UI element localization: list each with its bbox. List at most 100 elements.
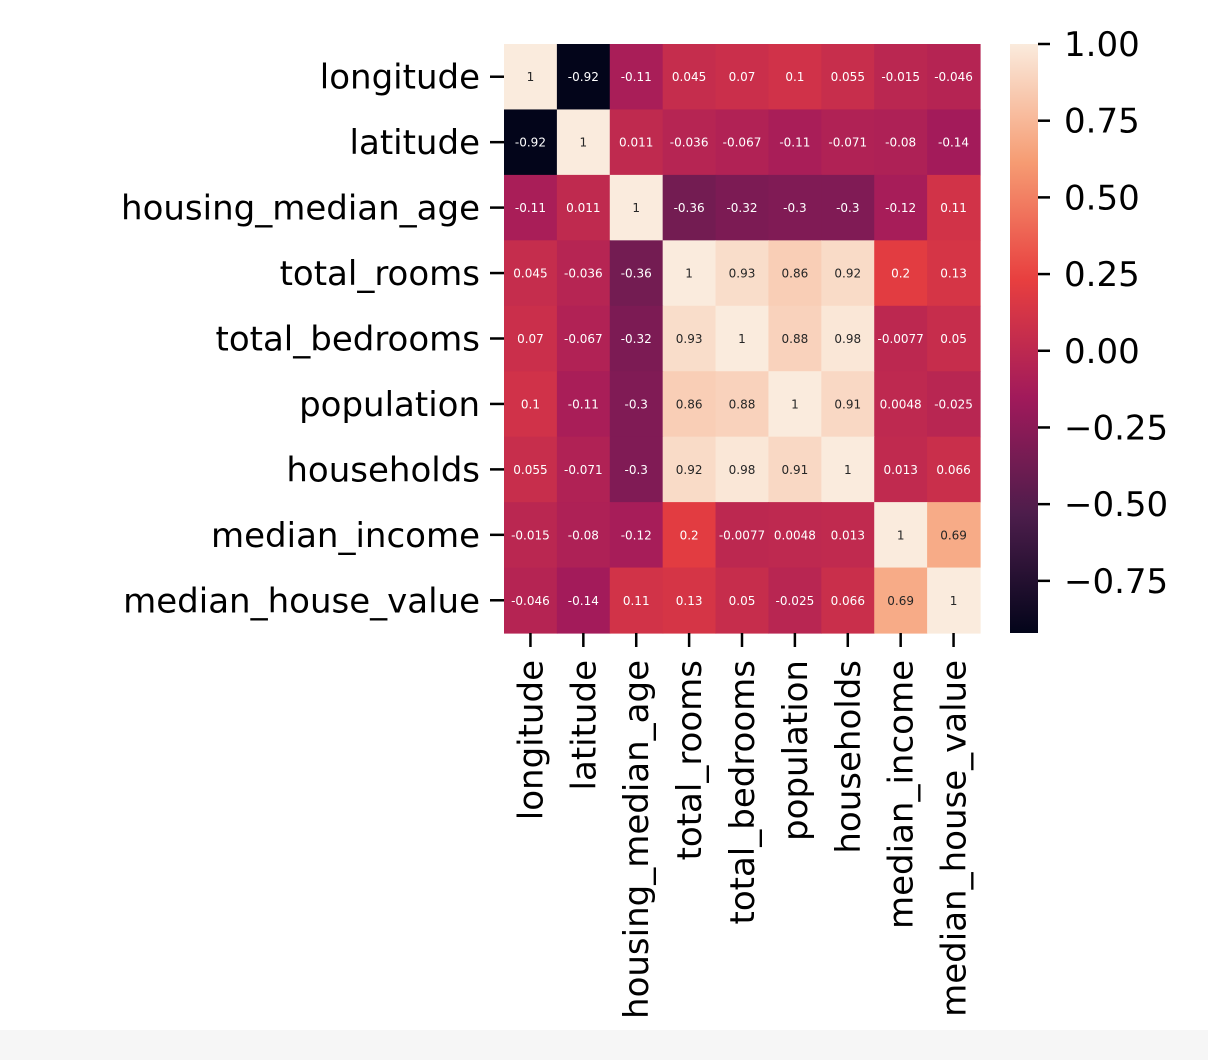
cell-annotation: 0.69	[887, 594, 914, 608]
heatmap-cell	[768, 174, 822, 241]
heatmap-cell	[874, 174, 928, 241]
y-tick-label: households	[286, 450, 480, 490]
heatmap-cell	[504, 44, 558, 111]
cell-annotation: -0.071	[564, 463, 603, 477]
heatmap-cell	[821, 109, 875, 176]
heatmap-cell	[662, 44, 717, 111]
heatmap-cell	[556, 44, 611, 111]
cell-annotation: 0.011	[619, 136, 653, 150]
colorbar-gradient	[1010, 44, 1038, 633]
colorbar-tick-label: 0.75	[1064, 102, 1140, 142]
y-tick-label: population	[299, 385, 480, 425]
heatmap-cell	[662, 436, 717, 503]
colorbar-tick-label: 0.25	[1064, 255, 1140, 295]
heatmap-cell	[927, 109, 981, 176]
colorbar-tick-label: −0.25	[1064, 408, 1168, 448]
cell-annotation: 0.98	[834, 332, 861, 346]
cell-annotation: -0.036	[564, 267, 603, 281]
axis-ticks	[490, 75, 955, 647]
heatmap-cell	[821, 174, 875, 241]
cell-annotation: 0.07	[729, 70, 756, 84]
heatmap-cell	[609, 436, 664, 503]
heatmap-cell	[768, 371, 822, 438]
heatmap-cell	[768, 502, 822, 569]
heatmap-cell	[927, 240, 981, 307]
heatmap-cell	[927, 305, 981, 372]
heatmap-cell	[662, 174, 717, 241]
cell-annotation: 0.05	[940, 332, 967, 346]
cell-annotation: 0.92	[834, 267, 861, 281]
cell-annotation: -0.025	[934, 397, 973, 411]
y-tick-label: latitude	[350, 123, 480, 163]
cell-annotation: -0.08	[568, 528, 599, 542]
colorbar-tick-label: −0.50	[1064, 485, 1168, 525]
cell-annotation: 0.13	[676, 594, 703, 608]
cell-annotation: -0.32	[621, 332, 652, 346]
cell-annotation: 1	[897, 528, 905, 542]
cell-annotation: 0.055	[831, 70, 865, 84]
heatmap-cell	[768, 567, 822, 634]
cell-annotation: 0.05	[729, 594, 756, 608]
cell-annotation: -0.11	[515, 201, 546, 215]
heatmap-cell	[874, 502, 928, 569]
cell-annotation: -0.14	[568, 594, 599, 608]
cell-annotation: 1	[527, 70, 535, 84]
heatmap-cell	[715, 371, 770, 438]
cell-annotation: 0.013	[883, 463, 917, 477]
heatmap-cell	[609, 567, 664, 634]
heatmap-cell	[556, 371, 611, 438]
bottom-strip	[0, 1030, 1208, 1060]
heatmap-cell	[821, 502, 875, 569]
heatmap-cell	[821, 305, 875, 372]
cell-annotation: -0.32	[726, 201, 757, 215]
heatmap-cell	[662, 305, 717, 372]
colorbar: 1.00 0.75 0.50 0.25 0.00 −0.25 −0.50 −0.75	[1010, 25, 1168, 633]
heatmap-cell	[874, 305, 928, 372]
heatmap-cell	[927, 44, 981, 111]
heatmap-cell	[927, 567, 981, 634]
cell-annotation: 0.88	[729, 397, 756, 411]
heatmap-cell	[609, 240, 664, 307]
heatmap-cell	[821, 567, 875, 634]
heatmap-cell	[874, 567, 928, 634]
heatmap-cell	[821, 436, 875, 503]
cell-annotation: 0.11	[623, 594, 650, 608]
heatmap-cell	[556, 305, 611, 372]
cell-annotation: 0.69	[940, 528, 967, 542]
cell-annotation: 1	[685, 267, 693, 281]
cell-annotation: -0.3	[836, 201, 859, 215]
heatmap-cell	[609, 174, 664, 241]
heatmap-cell	[609, 305, 664, 372]
heatmap-cell	[715, 109, 770, 176]
cell-annotation: -0.036	[670, 136, 709, 150]
colorbar-tick-label: −0.75	[1064, 562, 1168, 602]
heatmap-cell	[662, 567, 717, 634]
x-tick-label: longitude	[511, 660, 551, 820]
heatmap-cell	[504, 371, 558, 438]
heatmap-cell	[556, 502, 611, 569]
heatmap-cell	[609, 502, 664, 569]
cell-annotation: -0.3	[625, 397, 648, 411]
cell-annotation: -0.0077	[878, 332, 924, 346]
cell-annotation: -0.3	[625, 463, 648, 477]
cell-annotation: -0.12	[621, 528, 652, 542]
cell-annotation: -0.14	[938, 136, 969, 150]
colorbar-tick-label: 1.00	[1064, 25, 1140, 65]
cell-annotation: 0.91	[834, 397, 861, 411]
y-tick-label: housing_median_age	[121, 189, 480, 229]
cell-annotation: 0.86	[676, 397, 703, 411]
cell-annotation: -0.11	[779, 136, 810, 150]
heatmap-cell	[927, 371, 981, 438]
x-tick-label: population	[776, 660, 816, 841]
heatmap-cell	[821, 44, 875, 111]
cell-annotation: 0.88	[782, 332, 809, 346]
heatmap-cell	[504, 502, 558, 569]
heatmap-cell	[609, 371, 664, 438]
heatmap-cell	[715, 174, 770, 241]
cell-annotation: 0.91	[782, 463, 809, 477]
heatmap-cell	[715, 567, 770, 634]
cell-annotation: 0.2	[891, 267, 910, 281]
cell-annotations: 1 -0.92 -0.11 0.045 0.07 0.1 0.055 -0.015 -0.046…	[511, 70, 973, 608]
cell-annotation: 0.045	[672, 70, 706, 84]
